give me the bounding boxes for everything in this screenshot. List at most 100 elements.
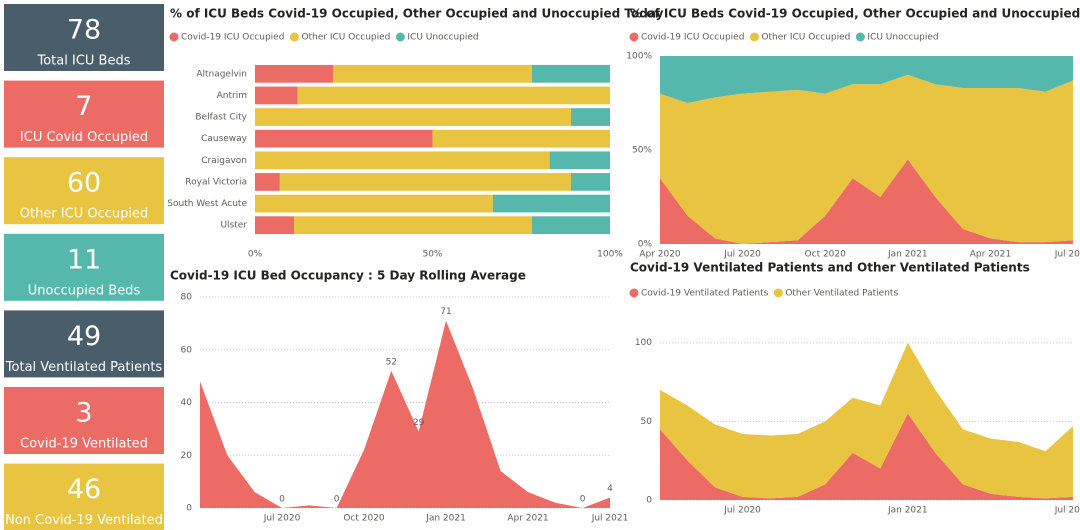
- chart-title: Covid-19 Ventilated Patients and Other V…: [630, 261, 1030, 275]
- x-tick-label: Apr 2020: [639, 250, 681, 260]
- kpi-label: Other ICU Occupied: [20, 207, 148, 222]
- y-tick-label: Ulster: [220, 221, 247, 231]
- y-tick-label: 50: [641, 417, 653, 427]
- legend-label: Covid-19 ICU Occupied: [181, 33, 284, 43]
- data-label: 0: [334, 495, 340, 505]
- x-tick-label: Jul 2021: [591, 514, 629, 524]
- x-tick-label: Apr 2021: [507, 514, 548, 524]
- data-label: 71: [440, 307, 451, 317]
- bar-segment: [255, 216, 295, 235]
- x-tick-label: Jul 2021: [1054, 250, 1080, 260]
- bar-segment: [255, 86, 298, 105]
- x-tick-label: Jul 2021: [1054, 506, 1080, 516]
- kpi-card: [4, 463, 164, 530]
- legend-label: ICU Unoccupied: [867, 33, 938, 43]
- legend-marker: [773, 288, 783, 298]
- x-tick-label: Jan 2021: [887, 250, 928, 260]
- bar-segment: [492, 194, 610, 213]
- y-tick-label: 100: [635, 338, 652, 348]
- bar-segment: [255, 64, 334, 83]
- kpi-label: Covid-19 Ventilated: [20, 437, 148, 452]
- kpi-value: 78: [67, 15, 101, 46]
- y-tick-label: 0%: [638, 240, 653, 250]
- area: [660, 159, 1073, 244]
- kpi-label: Total Ventilated Patients: [5, 360, 163, 375]
- bar-segment: [297, 86, 610, 105]
- data-label: 29: [413, 418, 425, 428]
- kpi-value: 49: [67, 321, 101, 352]
- kpi-card: [4, 157, 164, 225]
- legend-marker: [855, 32, 865, 42]
- y-tick-label: Antrim: [217, 91, 247, 101]
- area: [660, 74, 1073, 244]
- bar-segment: [531, 216, 610, 235]
- chart-title: % of ICU Beds Covid-19 Occupied, Other O…: [170, 7, 664, 21]
- y-tick-label: 80: [181, 293, 193, 303]
- y-tick-label: 0: [186, 504, 192, 514]
- legend-marker: [629, 32, 639, 42]
- bar-segment: [255, 173, 280, 191]
- legend-label: Covid-19 Ventilated Patients: [641, 289, 769, 299]
- kpi-label: Unoccupied Beds: [28, 283, 141, 298]
- kpi-card: [4, 310, 164, 378]
- bar-segment: [255, 129, 433, 148]
- x-tick-label: Jan 2021: [887, 506, 928, 516]
- x-tick-label: Oct 2020: [343, 514, 385, 524]
- kpi-card: [4, 4, 164, 71]
- x-tick-label: Jul 2020: [723, 250, 761, 260]
- bar-segment: [570, 173, 610, 191]
- x-tick-label: Oct 2020: [805, 250, 847, 260]
- data-label: 52: [386, 357, 397, 367]
- x-tick-label: Jul 2020: [263, 514, 301, 524]
- legend-marker: [395, 32, 405, 42]
- y-tick-label: Craigavon: [201, 156, 247, 166]
- bar-segment: [549, 151, 610, 170]
- area: [660, 413, 1073, 500]
- bar-segment: [279, 173, 571, 191]
- bar-segment: [255, 108, 571, 126]
- legend-label: Covid-19 ICU Occupied: [641, 33, 744, 43]
- kpi-label: Non Covid-19 Ventilated: [5, 513, 163, 528]
- area: [660, 342, 1073, 499]
- chart-title: % of ICU Beds Covid-19 Occupied, Other O…: [630, 7, 1080, 21]
- y-tick-label: 100%: [626, 52, 652, 62]
- y-tick-label: Altnagelvin: [196, 69, 247, 79]
- bar-segment: [255, 194, 493, 213]
- area: [200, 320, 610, 508]
- legend-label: Other Ventilated Patients: [785, 289, 898, 299]
- kpi-label: Total ICU Beds: [37, 54, 131, 69]
- legend-marker: [749, 32, 759, 42]
- kpi-card: [4, 233, 164, 301]
- y-tick-label: 50%: [632, 146, 652, 156]
- y-tick-label: Causeway: [201, 134, 248, 144]
- bar-segment: [432, 129, 610, 148]
- x-tick-label: Jan 2021: [425, 514, 466, 524]
- legend-marker: [629, 288, 639, 298]
- bar-segment: [531, 64, 610, 83]
- kpi-value: 11: [67, 244, 101, 275]
- bar-segment: [333, 64, 532, 83]
- data-label: 0: [580, 495, 586, 505]
- kpi-value: 46: [67, 474, 101, 505]
- y-tick-label: 20: [181, 451, 193, 461]
- legend-label: ICU Unoccupied: [407, 33, 478, 43]
- y-tick-label: Royal Victoria: [185, 177, 247, 187]
- y-tick-label: 0: [646, 496, 652, 506]
- x-tick-label: Apr 2021: [970, 250, 1011, 260]
- legend-marker: [289, 32, 299, 42]
- kpi-value: 60: [67, 168, 101, 199]
- legend-label: Other ICU Occupied: [301, 33, 390, 43]
- kpi-value: 7: [75, 91, 92, 122]
- data-label: 4: [607, 484, 613, 494]
- y-tick-label: 40: [181, 398, 193, 408]
- kpi-card: [4, 387, 164, 454]
- x-tick-label: 100%: [597, 250, 623, 260]
- x-tick-label: 0%: [248, 250, 263, 260]
- legend-marker: [169, 32, 179, 42]
- kpi-label: ICU Covid Occupied: [20, 130, 148, 145]
- y-tick-label: South West Acute: [167, 199, 247, 209]
- data-label: 0: [279, 495, 285, 505]
- bar-segment: [294, 216, 532, 235]
